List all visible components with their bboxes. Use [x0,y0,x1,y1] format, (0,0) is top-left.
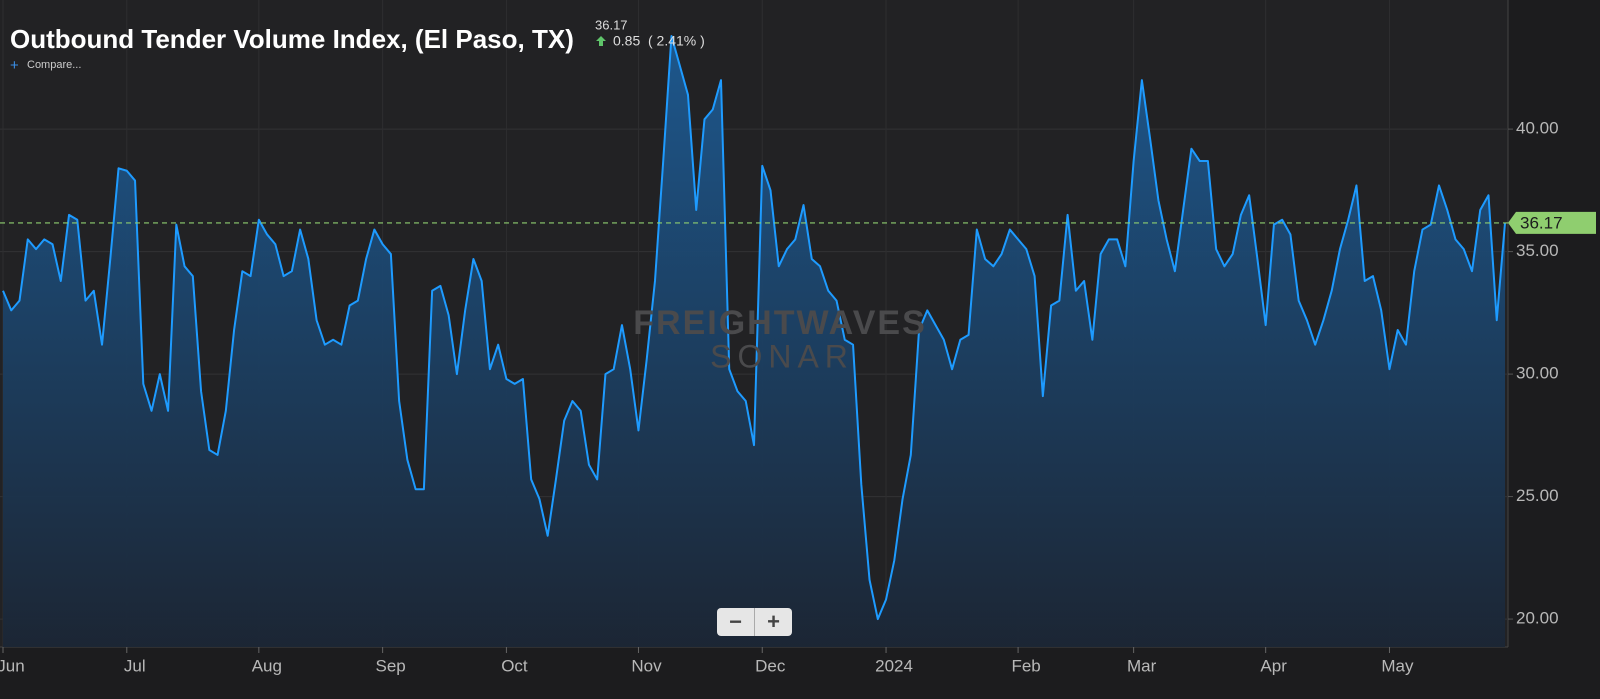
x-tick-label: 2024 [875,656,913,675]
y-tick-label: 40.00 [1516,119,1559,138]
price-tag [1508,211,1596,234]
price-tag-label: 36.17 [1520,213,1563,232]
x-tick-label: May [1381,656,1414,675]
x-tick-label: Apr [1260,656,1287,675]
current-value: 36.17 [595,17,628,32]
x-tick-label: Feb [1011,656,1040,675]
area-fill [3,36,1505,647]
labels: 20.00 25.00 30.00 35.00 40.00 Jun Jul Aug Sep Oct… [0,119,1596,675]
up-arrow [596,36,606,46]
x-tick-label: Mar [1127,656,1157,675]
change: 0.85 [613,33,640,49]
y-tick-label: 20.00 [1516,609,1559,628]
y-tick-label: 25.00 [1516,486,1559,505]
x-tick-label: Sep [376,656,406,675]
y-tick-label: 30.00 [1516,364,1559,383]
change-percent: ( 2.41% ) [648,33,705,49]
x-tick-label: Oct [501,656,528,675]
x-tick-label: Nov [631,656,662,675]
marks [0,35,1508,647]
line [2,35,1506,621]
zoom-controls: − + [717,608,792,636]
zoom-out-button[interactable]: − [729,609,742,634]
compare-label[interactable]: Compare... [27,59,81,71]
compare-icon: + [10,57,19,74]
zoom-in-button[interactable]: + [754,608,792,636]
watermark: FREIGHTWAVES [633,304,927,342]
chart-title: Outbound Tender Volume Index, (El Paso, … [10,24,574,54]
compare-button[interactable]: + Compare... [10,57,81,74]
x-tick-label: Jun [0,656,25,675]
y-tick-label: 35.00 [1516,241,1559,260]
x-tick-label: Aug [252,656,282,675]
x-tick-label: Jul [124,656,146,675]
x-tick-label: Dec [755,656,786,675]
watermark: SONAR [710,338,854,374]
